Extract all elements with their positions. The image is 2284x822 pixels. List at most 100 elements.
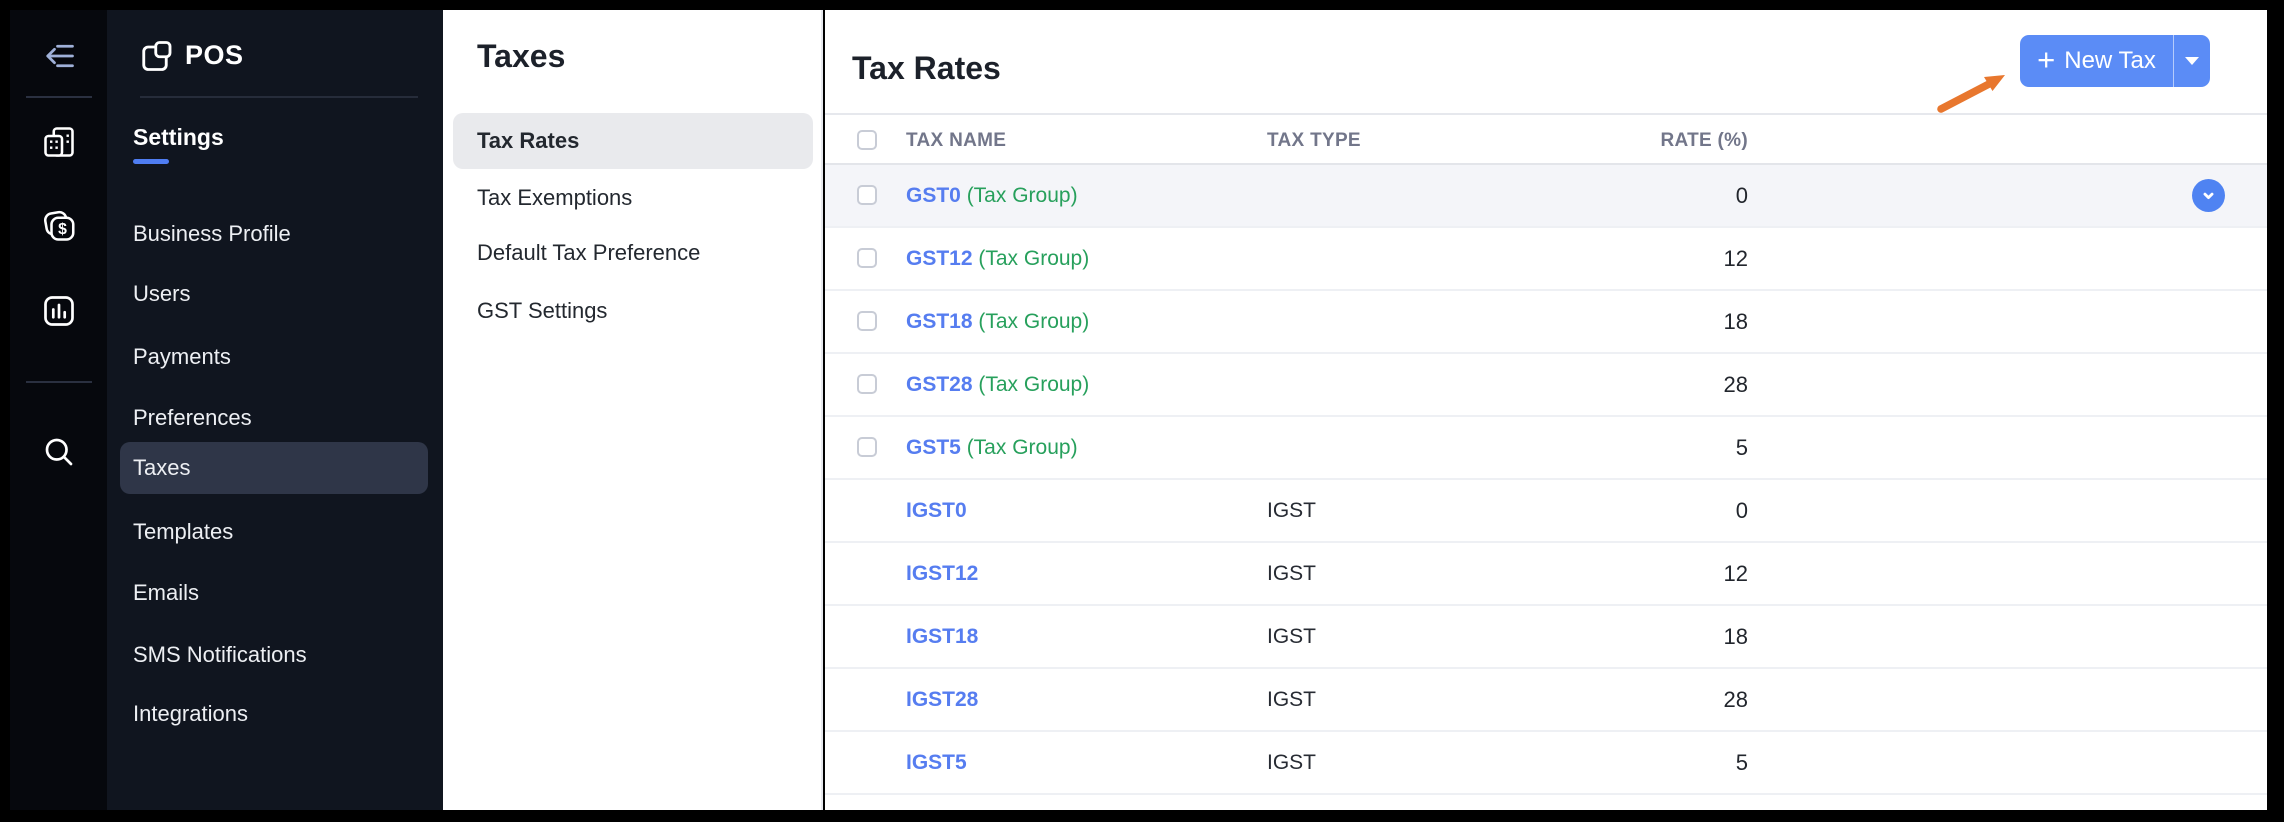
table-row: GST5 (Tax Group) 5 [825,417,2267,480]
tax-name: IGST18 [906,625,979,648]
tax-type: IGST [1267,688,1317,711]
row-checkbox[interactable] [857,374,877,394]
table-row: IGST12 IGST 12 [825,543,2267,606]
sidebar-section-settings[interactable]: Settings [133,124,224,150]
rail-divider [26,96,92,98]
column-tax-name: TAX NAME [906,130,1007,151]
subnav-item-tax-rates[interactable]: Tax Rates [453,113,813,169]
tax-rate: 12 [1723,561,1748,586]
tax-group-suffix: (Tax Group) [972,247,1090,270]
page-title: Tax Rates [852,50,1001,86]
tax-rates-page: Tax Rates + New Tax TAX NAME TAX TYPE RA… [825,10,2267,810]
annotation-arrow [1933,66,2023,116]
tax-name-link[interactable]: IGST28 [906,669,978,730]
sidebar-item-preferences[interactable]: Preferences [133,405,252,430]
subnav-item-tax-exemptions[interactable]: Tax Exemptions [477,185,633,210]
sidebar-item-users[interactable]: Users [133,281,191,306]
table-row: GST28 (Tax Group) 28 [825,354,2267,417]
table-row: GST0 (Tax Group) 0 [825,165,2267,228]
tax-name-link[interactable]: IGST18 [906,606,978,667]
tax-name-link[interactable]: GST18 (Tax Group) [906,291,1089,352]
organization-icon[interactable] [41,124,77,160]
expand-row-button[interactable] [2192,179,2225,212]
tax-group-suffix: (Tax Group) [960,184,1078,207]
tax-name-link[interactable]: GST0 (Tax Group) [906,165,1078,226]
tax-name: GST12 [906,247,973,270]
tax-rate: 0 [1735,183,1748,208]
tax-name-link[interactable]: GST5 (Tax Group) [906,417,1078,478]
taxes-subnav: Taxes Tax Rates Tax Exemptions Default Tax… [443,10,823,810]
row-checkbox[interactable] [857,248,877,268]
new-tax-button[interactable]: + New Tax [2037,42,2156,77]
tax-rate: 18 [1723,624,1748,649]
tax-name-link[interactable]: GST12 (Tax Group) [906,228,1089,289]
tax-name: GST28 [906,373,973,396]
tax-rate: 18 [1723,309,1748,334]
tax-name: IGST12 [906,562,979,585]
row-checkbox[interactable] [857,311,877,331]
tax-rate: 5 [1735,750,1748,775]
tax-rate: 28 [1723,687,1748,712]
row-checkbox[interactable] [857,185,877,205]
tax-name-link[interactable]: IGST12 [906,543,978,604]
sidebar-item-payments[interactable]: Payments [133,344,231,369]
sidebar-item-taxes[interactable]: Taxes [120,442,428,494]
tax-name: IGST0 [906,499,967,522]
pos-logo-icon [140,38,176,74]
tax-table-body: GST0 (Tax Group) 0 GST12 (Tax Group) 12 GST1… [825,165,2267,810]
tax-group-suffix: (Tax Group) [960,436,1078,459]
tax-rate: 5 [1735,435,1748,460]
tax-name: IGST28 [906,688,979,711]
tax-type: IGST [1267,625,1317,648]
tax-name-link[interactable]: IGST5 [906,732,967,793]
sidebar-item-emails[interactable]: Emails [133,580,200,605]
chevron-down-icon [2185,57,2199,65]
sidebar-item-sms-notifications[interactable]: SMS Notifications [133,642,307,667]
new-tax-dropdown-button[interactable] [2174,35,2210,87]
sidebar-item-integrations[interactable]: Integrations [133,701,248,726]
svg-text:$: $ [58,221,67,238]
partial-row [825,795,2267,810]
reports-icon[interactable] [41,293,77,329]
search-icon[interactable] [41,434,77,470]
button-divider [2173,35,2174,87]
table-row: IGST18 IGST 18 [825,606,2267,669]
sidebar-divider [140,96,418,98]
subnav-item-gst-settings[interactable]: GST Settings [477,298,608,323]
table-row: GST12 (Tax Group) 12 [825,228,2267,291]
sidebar-item-business-profile[interactable]: Business Profile [133,221,291,246]
table-row: IGST28 IGST 28 [825,669,2267,732]
chevron-down-icon [2203,192,2214,200]
settings-active-indicator [133,159,169,164]
settings-sidebar: POS Settings Business Profile Users Paymen… [107,10,443,810]
tax-rate: 0 [1735,498,1748,523]
sidebar-item-templates[interactable]: Templates [133,519,234,544]
row-checkbox[interactable] [857,437,877,457]
tax-name: GST18 [906,310,973,333]
table-row: GST18 (Tax Group) 18 [825,291,2267,354]
tax-type: IGST [1267,499,1317,522]
tax-name: GST0 [906,184,961,207]
collapse-sidebar-icon[interactable] [41,38,77,74]
rail-divider [26,381,92,383]
table-row: IGST5 IGST 5 [825,732,2267,795]
tax-rate: 28 [1723,372,1748,397]
column-tax-type: TAX TYPE [1267,130,1361,151]
tax-type: IGST [1267,751,1317,774]
tax-type: IGST [1267,562,1317,585]
tax-name-link[interactable]: IGST0 [906,480,967,541]
sales-icon[interactable]: $ [41,208,77,244]
column-rate: RATE (%) [1660,130,1748,151]
select-all-checkbox[interactable] [857,130,877,150]
tax-rate: 12 [1723,246,1748,271]
app-title: POS [185,40,244,70]
subnav-item-default-tax-preference[interactable]: Default Tax Preference [477,240,701,265]
table-header: TAX NAME TAX TYPE RATE (%) [825,113,2267,165]
tax-name-link[interactable]: GST28 (Tax Group) [906,354,1089,415]
icon-rail: $ [10,10,107,810]
tax-group-suffix: (Tax Group) [972,373,1090,396]
new-tax-split-button: + New Tax [2020,35,2210,87]
plus-icon: + [2037,42,2056,77]
tax-group-suffix: (Tax Group) [972,310,1090,333]
subnav-title: Taxes [477,38,566,74]
